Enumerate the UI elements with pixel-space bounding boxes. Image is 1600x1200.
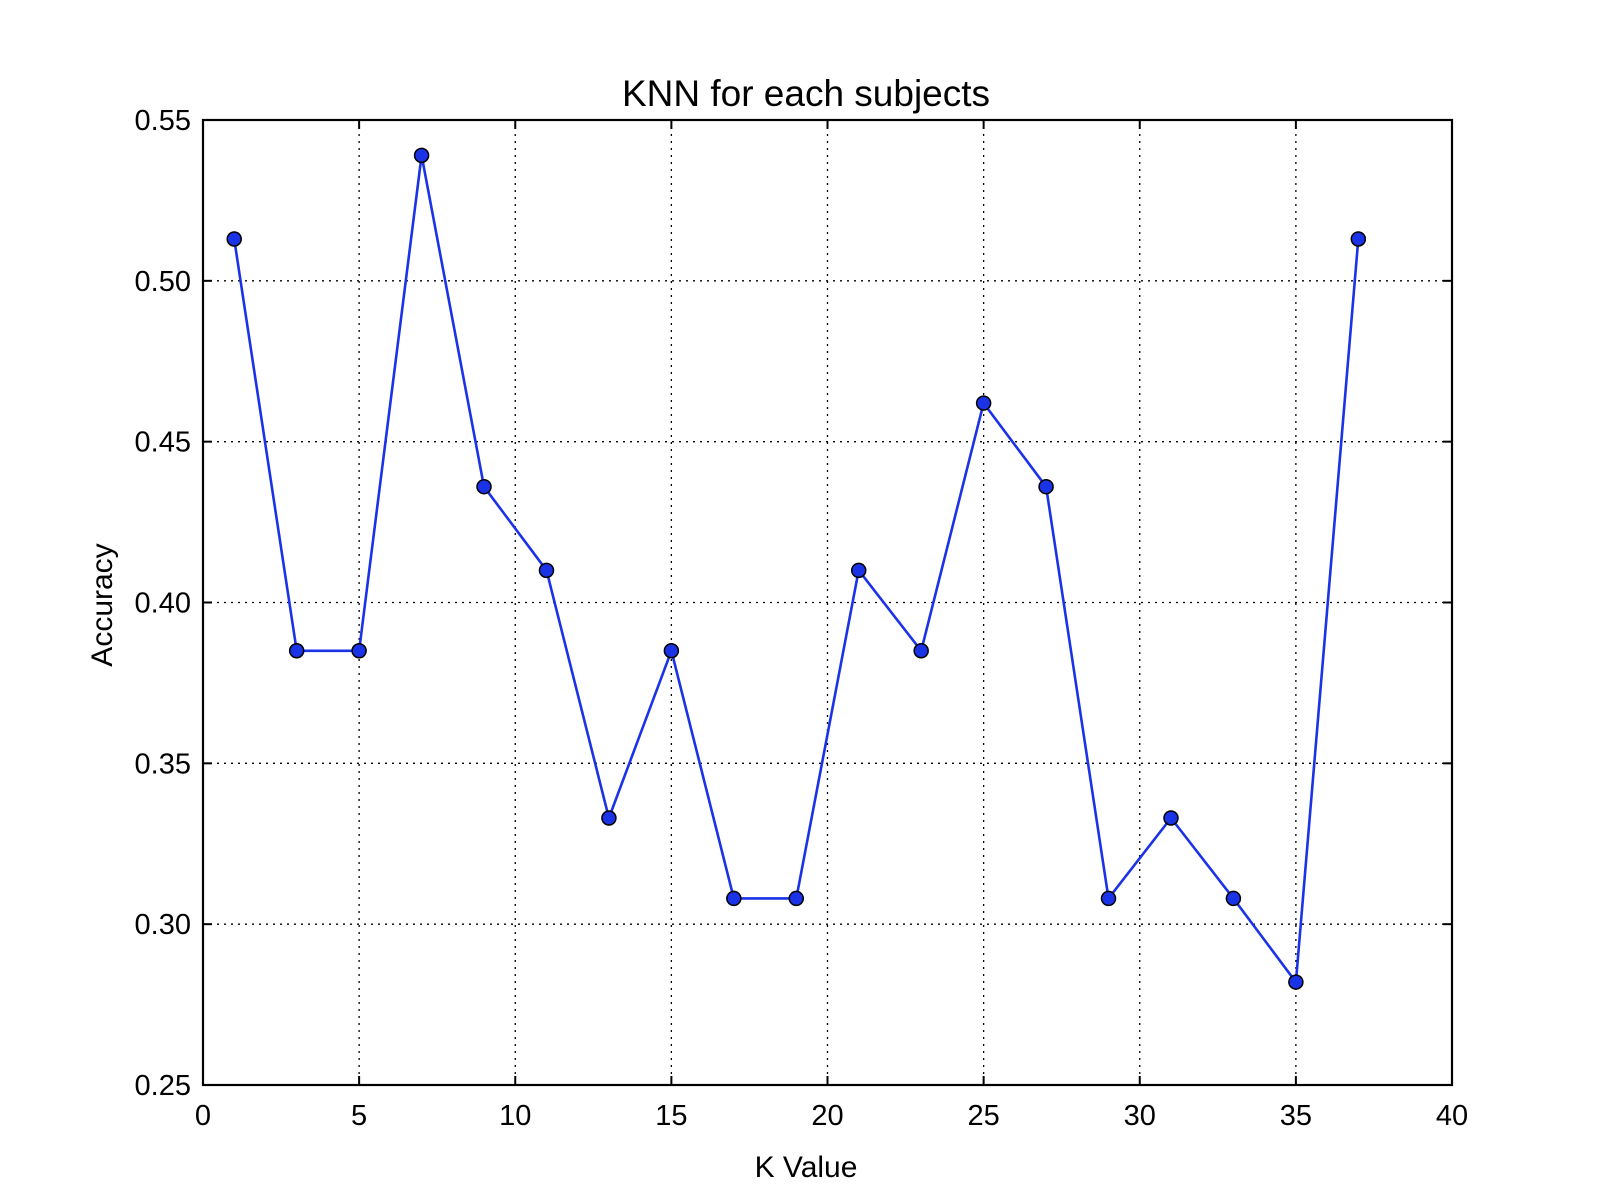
x-tick-label: 40 (1436, 1100, 1468, 1132)
y-tick-label: 0.45 (135, 427, 191, 459)
data-point (663, 643, 680, 659)
y-tick-label: 0.30 (135, 909, 191, 941)
x-tick-label: 20 (811, 1100, 843, 1132)
y-axis-ticks: 0.25 0.30 0.35 0.40 0.45 0.50 0.55 (135, 105, 1452, 1102)
y-tick-label: 0.50 (135, 266, 191, 298)
data-point (1350, 231, 1367, 247)
data-point (1288, 974, 1304, 990)
data-point (601, 810, 617, 826)
data-point (1163, 810, 1179, 826)
y-tick-label: 0.55 (135, 105, 191, 137)
data-point (413, 147, 430, 164)
data-point (1225, 890, 1242, 907)
data-point (1100, 890, 1117, 907)
data-point (476, 478, 492, 495)
data-point (788, 890, 805, 907)
y-tick-label: 0.40 (135, 588, 191, 620)
y-axis-label: Accuracy (86, 543, 119, 666)
x-tick-label: 30 (1124, 1100, 1156, 1132)
x-axis-ticks: 0 5 10 15 20 25 30 35 40 (195, 120, 1468, 1132)
data-point (1038, 478, 1054, 495)
x-tick-label: 15 (655, 1100, 687, 1132)
data-point (975, 395, 992, 411)
grid (203, 120, 1452, 1085)
data-point (726, 890, 742, 907)
y-tick-label: 0.35 (135, 748, 191, 780)
data-series (226, 147, 1367, 990)
x-tick-label: 25 (967, 1100, 999, 1132)
x-tick-label: 10 (499, 1100, 531, 1132)
data-point (538, 562, 555, 579)
data-point (913, 643, 929, 659)
x-tick-label: 35 (1280, 1100, 1312, 1132)
data-point (226, 231, 242, 247)
data-point (288, 643, 305, 659)
x-tick-label: 0 (195, 1100, 211, 1132)
x-axis-label: K Value (755, 1151, 858, 1184)
data-point (351, 643, 367, 659)
x-tick-label: 5 (351, 1100, 367, 1132)
chart-title: KNN for each subjects (622, 73, 990, 114)
y-tick-label: 0.25 (135, 1070, 191, 1102)
data-point (850, 562, 867, 579)
